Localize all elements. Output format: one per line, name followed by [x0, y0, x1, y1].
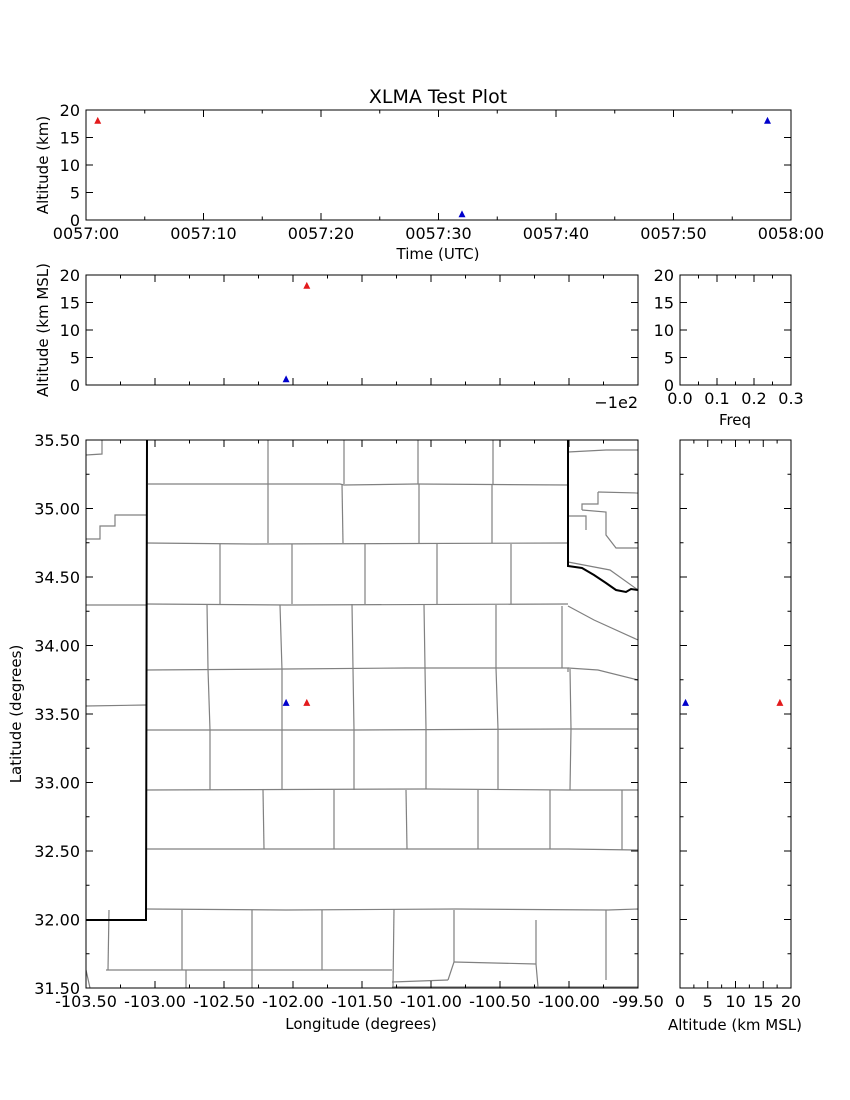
- data-point: [94, 116, 102, 124]
- time-altitude-axes: 0057:00 0057:10 0057:20 0057:30 0057:40 0057:…: [53, 101, 824, 243]
- x-tick-label: 0057:30: [405, 224, 471, 243]
- y-tick-label: 20: [654, 266, 674, 285]
- lon-altitude-axes: 0 5 10 15 20: [60, 266, 639, 395]
- y-tick-label: 5: [70, 349, 80, 368]
- y-tick-label: 15: [60, 294, 80, 313]
- x-tick-label: 0.2: [741, 389, 766, 408]
- x-tick-label: 5: [703, 992, 713, 1011]
- y-tick-label: 5: [70, 184, 80, 203]
- data-point: [764, 116, 771, 124]
- y-tick-label: 10: [60, 321, 80, 340]
- x-tick-label: 0057:20: [288, 224, 354, 243]
- x-tick-label: 0057:00: [53, 224, 119, 243]
- histogram-axes: 0.0 0.1 0.2 0.3 0 5 10 15 20: [654, 266, 804, 408]
- y-tick-label: 10: [654, 321, 674, 340]
- alt-lat-axes: 0 5 10 15 20: [675, 439, 801, 1011]
- lon-altitude-marks: [282, 281, 311, 383]
- x-tick-label: -103.50: [55, 992, 117, 1011]
- x-tick-label: -102.50: [193, 992, 255, 1011]
- plan-view-ylabel: Latitude (degrees): [7, 645, 25, 784]
- y-tick-label: 34.00: [34, 637, 80, 656]
- x-tick-label: 10: [725, 992, 745, 1011]
- lon-altitude-ylabel: Altitude (km MSL): [34, 263, 52, 397]
- y-tick-label: 5: [664, 349, 674, 368]
- lon-altitude-panel: 0 5 10 15 20 −1e2 Altitude (km MSL): [34, 263, 639, 412]
- y-tick-label: 32.00: [34, 911, 80, 930]
- data-point: [458, 210, 466, 218]
- y-tick-label: 0: [70, 376, 80, 395]
- y-tick-label: 0: [664, 376, 674, 395]
- data-point: [682, 698, 690, 706]
- figure-title: XLMA Test Plot: [369, 86, 507, 108]
- time-altitude-panel: 0057:00 0057:10 0057:20 0057:30 0057:40 0057:…: [34, 101, 824, 263]
- x-tick-label: -103.00: [124, 992, 186, 1011]
- x-tick-label: -101.00: [400, 992, 462, 1011]
- x-tick-label: 0058:00: [758, 224, 824, 243]
- data-point: [282, 698, 290, 706]
- x-tick-label: 15: [753, 992, 773, 1011]
- y-tick-label: 35.00: [34, 500, 80, 519]
- time-altitude-frame: [85, 109, 792, 221]
- y-tick-label: 33.00: [34, 774, 80, 793]
- y-tick-label: 32.50: [34, 842, 80, 861]
- lon-altitude-frame: [85, 274, 639, 386]
- x-tick-label: 0.0: [667, 389, 692, 408]
- y-tick-label: 10: [60, 156, 80, 175]
- time-altitude-ylabel: Altitude (km): [34, 116, 52, 214]
- y-tick-label: 20: [60, 266, 80, 285]
- histogram-frame: [679, 274, 792, 386]
- x-tick-label: 20: [781, 992, 801, 1011]
- x-tick-label: 0.1: [704, 389, 729, 408]
- x-tick-label: -102.00: [262, 992, 324, 1011]
- alt-lat-xlabel: Altitude (km MSL): [668, 1016, 802, 1034]
- x-tick-label: 0057:10: [170, 224, 236, 243]
- time-altitude-xlabel: Time (UTC): [396, 245, 480, 263]
- alt-lat-frame: [679, 439, 792, 989]
- x-tick-label: -101.50: [331, 992, 393, 1011]
- county-map: [86, 440, 638, 988]
- county-borders: [86, 440, 638, 988]
- histogram-panel: 0.0 0.1 0.2 0.3 0 5 10 15 20 Freq: [654, 266, 804, 429]
- histogram-xlabel: Freq: [719, 411, 751, 429]
- data-point: [303, 698, 311, 706]
- time-altitude-marks: [94, 116, 771, 218]
- plan-view-frame: [85, 439, 639, 989]
- plan-view-panel: -103.50 -103.00 -102.50 -102.00 -101.50 -101.…: [7, 431, 664, 1033]
- plan-view-axes: -103.50 -103.00 -102.50 -102.00 -101.50 -101.…: [34, 431, 664, 1011]
- y-tick-label: 15: [654, 294, 674, 313]
- y-tick-label: 15: [60, 129, 80, 148]
- data-point: [282, 375, 290, 383]
- x-tick-label: -99.50: [612, 992, 664, 1011]
- x-tick-label: 0057:40: [523, 224, 589, 243]
- state-borders: [86, 440, 638, 921]
- alt-lat-panel: 0 5 10 15 20 Altitude (km MSL): [668, 439, 802, 1034]
- y-tick-label: 0: [70, 211, 80, 230]
- lon-altitude-offset-label: −1e2: [594, 393, 638, 412]
- y-tick-label: 33.50: [34, 705, 80, 724]
- x-tick-label: 0057:50: [640, 224, 706, 243]
- data-point: [303, 281, 311, 289]
- y-tick-label: 20: [60, 101, 80, 120]
- x-tick-label: -100.00: [538, 992, 600, 1011]
- alt-lat-marks: [682, 698, 784, 706]
- y-tick-label: 34.50: [34, 568, 80, 587]
- y-tick-label: 31.50: [34, 979, 80, 998]
- data-point: [776, 698, 784, 706]
- plan-view-marks: [282, 698, 311, 706]
- x-tick-label: -100.50: [469, 992, 531, 1011]
- plan-view-xlabel: Longitude (degrees): [285, 1015, 436, 1033]
- x-tick-label: 0: [675, 992, 685, 1011]
- x-tick-label: 0.3: [778, 389, 803, 408]
- y-tick-label: 35.50: [34, 431, 80, 450]
